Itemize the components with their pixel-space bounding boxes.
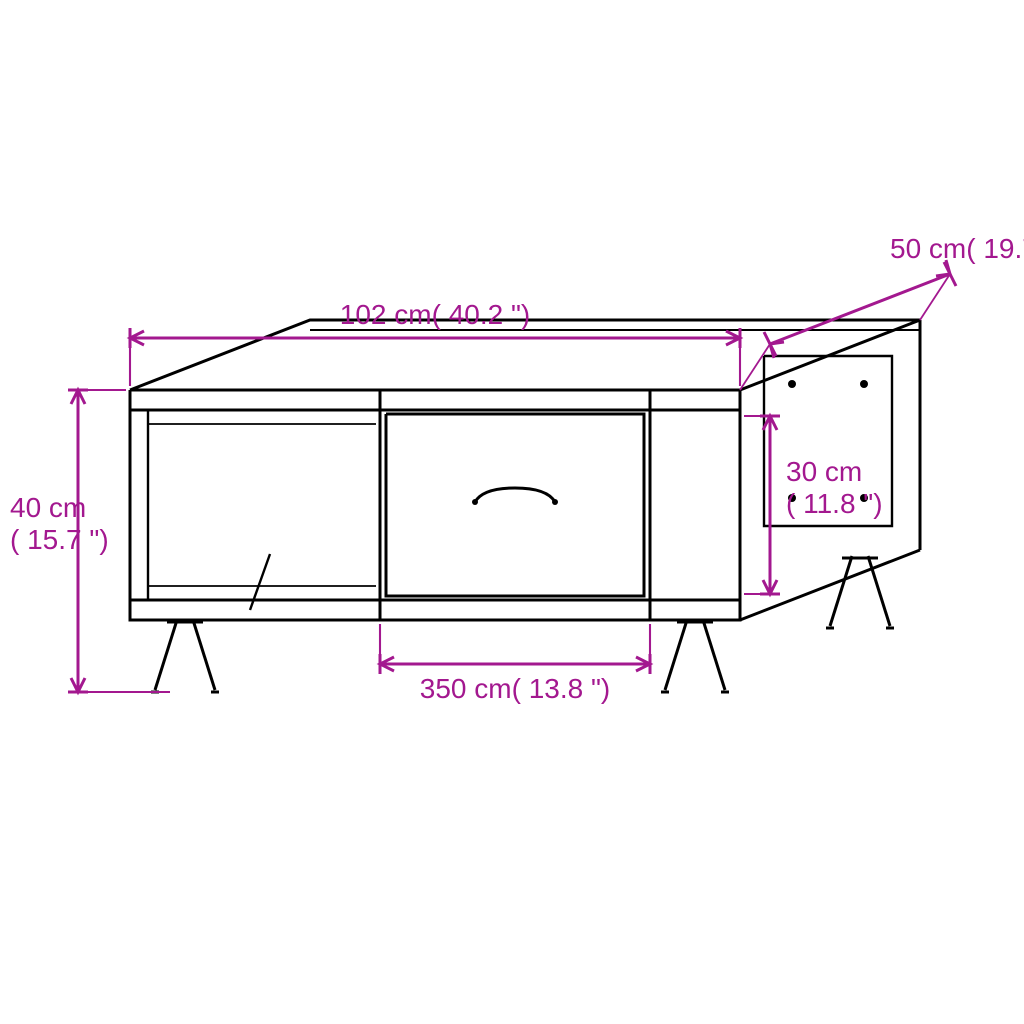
svg-text:( 15.7 "): ( 15.7 ") bbox=[10, 524, 109, 555]
svg-text:350 cm( 13.8 "): 350 cm( 13.8 ") bbox=[420, 673, 610, 704]
svg-text:30 cm: 30 cm bbox=[786, 456, 862, 487]
svg-text:( 11.8 "): ( 11.8 ") bbox=[786, 488, 883, 519]
svg-text:40 cm: 40 cm bbox=[10, 492, 86, 523]
svg-text:50 cm( 19.7 "): 50 cm( 19.7 ") bbox=[890, 233, 1024, 264]
svg-text:102 cm( 40.2 "): 102 cm( 40.2 ") bbox=[340, 299, 530, 330]
